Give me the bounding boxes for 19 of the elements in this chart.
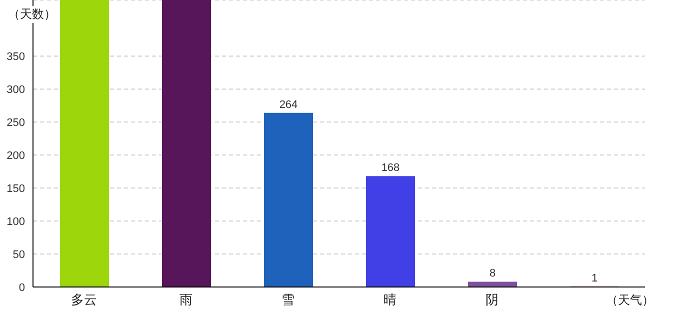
y-tick-label: 350 <box>6 50 25 63</box>
data-label: 264 <box>279 98 298 111</box>
y-tick-label: 250 <box>6 116 25 129</box>
x-tick-label: 雪 <box>282 292 294 308</box>
data-label: 168 <box>381 162 400 174</box>
x-tick-label: 晴 <box>384 292 396 308</box>
y-tick-label: 0 <box>18 282 25 294</box>
x-tick-label: 多云 <box>71 292 97 308</box>
y-tick-label: 100 <box>6 216 25 228</box>
x-tick-label: 阴 <box>486 292 498 308</box>
y-axis-title: （天数） <box>6 6 58 23</box>
data-label: 1 <box>591 272 598 284</box>
y-tick-label: 300 <box>6 84 25 96</box>
x-tick-label: 雨 <box>180 292 192 308</box>
y-tick-label: 200 <box>6 150 25 162</box>
data-label: 8 <box>489 268 496 280</box>
x-axis-title: （天气） <box>606 292 654 309</box>
y-tick-label: 50 <box>12 248 25 261</box>
y-tick-label: 150 <box>6 182 25 195</box>
